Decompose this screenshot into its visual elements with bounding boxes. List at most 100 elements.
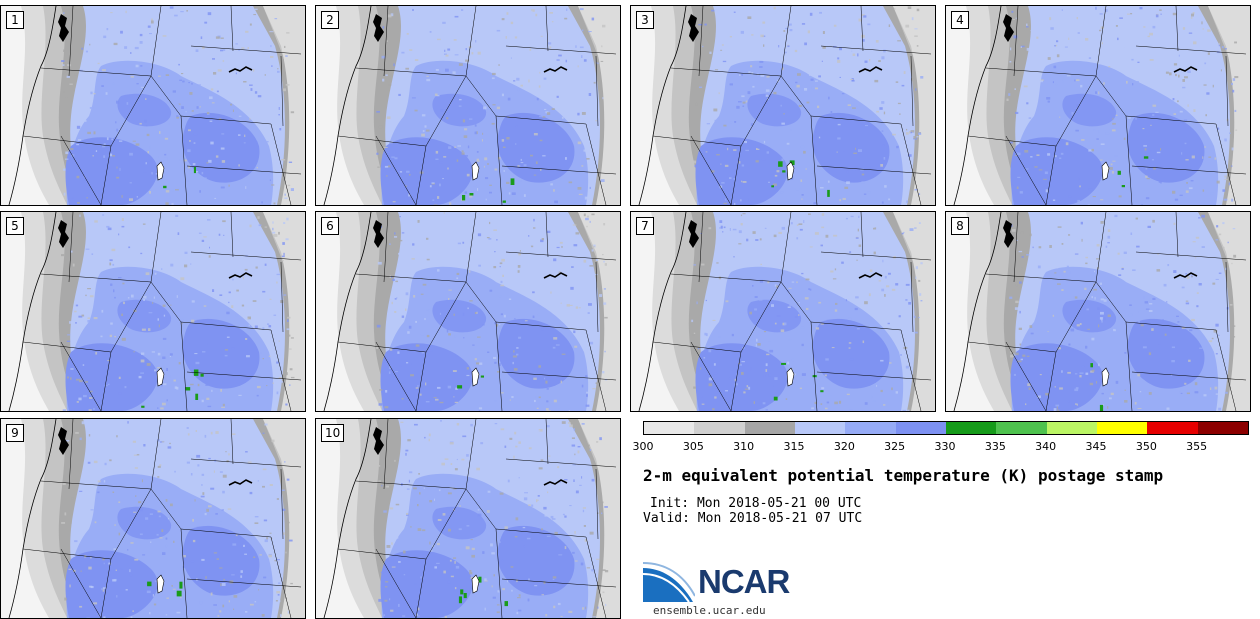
ensemble-member-panel: 6 — [315, 211, 621, 412]
state-boundary — [545, 212, 549, 258]
state-boundary — [595, 468, 599, 540]
deep-blue-blob — [117, 299, 172, 333]
plains-band — [578, 212, 620, 411]
high-value-speck — [771, 185, 774, 188]
colorbar-tick-label: 325 — [884, 440, 906, 453]
state-boundary — [501, 578, 617, 588]
state-boundary — [60, 135, 102, 205]
state-boundary — [415, 145, 427, 205]
state-boundary — [186, 578, 302, 588]
state-boundary — [375, 341, 417, 411]
state-boundary — [1013, 6, 1019, 77]
state-boundary — [190, 251, 302, 261]
lake-feature — [858, 66, 883, 73]
high-value-speck — [463, 593, 467, 599]
plains-band — [1208, 212, 1250, 411]
high-value-speck — [1090, 363, 1093, 368]
state-boundary — [1175, 212, 1179, 258]
great-salt-lake — [156, 574, 165, 594]
state-boundary — [495, 115, 503, 205]
plains-band — [893, 6, 935, 205]
deep-blue-blob — [812, 112, 890, 183]
state-boundary — [495, 321, 587, 331]
high-value-speck — [176, 590, 182, 597]
state-boundary — [670, 273, 782, 283]
state-boundary — [68, 212, 74, 283]
state-boundary — [585, 123, 607, 205]
state-boundary — [1125, 321, 1133, 411]
lake-feature — [543, 272, 568, 279]
state-boundary — [545, 419, 549, 465]
state-boundary — [1131, 165, 1247, 175]
colorbar-swatch — [1096, 422, 1148, 434]
plains-band — [263, 6, 305, 205]
state-boundary — [100, 145, 112, 205]
colorbar-tick-label: 345 — [1085, 440, 1107, 453]
colorbar-tick-label: 335 — [984, 440, 1006, 453]
high-value-speck — [179, 581, 183, 589]
state-boundary — [1005, 135, 1047, 205]
state-boundary — [985, 67, 1097, 77]
deep-blue-blob — [497, 112, 575, 183]
high-value-speck — [147, 581, 152, 587]
state-boundary — [230, 212, 234, 258]
ensemble-member-panel: 1 — [0, 5, 306, 206]
state-boundary — [180, 528, 188, 618]
deep-blue-blob — [65, 137, 158, 205]
puget-sound — [373, 427, 384, 455]
state-boundary — [495, 115, 587, 125]
state-boundary — [1125, 115, 1133, 205]
high-value-speck — [480, 375, 484, 378]
plains-band — [263, 419, 305, 618]
state-boundary — [110, 75, 152, 147]
state-boundary — [100, 558, 112, 618]
state-boundary — [1135, 45, 1247, 55]
state-boundary — [383, 419, 389, 490]
coastline — [953, 212, 1002, 411]
high-value-speck — [163, 185, 167, 189]
state-boundary — [816, 165, 932, 175]
state-boundary — [816, 371, 932, 381]
state-boundary — [910, 55, 914, 127]
state-boundary — [280, 55, 284, 127]
map-field — [1, 419, 305, 618]
state-boundary — [110, 488, 152, 560]
state-boundary — [1131, 371, 1247, 381]
ensemble-member-panel: 5 — [0, 211, 306, 412]
high-value-speck — [773, 396, 778, 401]
lake-feature — [228, 272, 253, 279]
ensemble-member-panel: 2 — [315, 5, 621, 206]
deep-blue-blob — [117, 506, 172, 540]
state-boundary — [740, 281, 782, 353]
deep-blue-blob — [432, 93, 487, 127]
state-boundary — [985, 273, 1097, 283]
ncar-swoosh-icon — [642, 562, 696, 604]
colorbar-swatch — [895, 422, 946, 434]
high-value-speck — [510, 178, 515, 185]
map-field — [1, 212, 305, 411]
high-value-speck — [195, 393, 199, 400]
state-boundary — [186, 371, 302, 381]
logo-url: ensemble.ucar.edu — [653, 604, 766, 617]
state-boundary — [415, 558, 427, 618]
puget-sound — [688, 220, 699, 248]
deep-blue-blob — [1010, 343, 1103, 411]
valid-time: Valid: Mon 2018-05-21 07 UTC — [643, 511, 863, 526]
state-boundary — [337, 341, 427, 353]
high-value-speck — [789, 160, 795, 166]
state-boundary — [505, 45, 617, 55]
state-boundary — [860, 212, 864, 258]
state-boundary — [505, 458, 617, 468]
deep-blue-blob — [432, 299, 487, 333]
colorbar-tick-label: 340 — [1035, 440, 1057, 453]
state-boundary — [425, 281, 467, 353]
state-boundary — [150, 281, 182, 323]
great-salt-lake — [156, 367, 165, 387]
member-number-label: 3 — [636, 11, 654, 29]
state-boundary — [110, 281, 152, 353]
state-boundary — [190, 458, 302, 468]
puget-sound — [1003, 14, 1014, 42]
state-boundary — [780, 212, 792, 283]
state-boundary — [1055, 75, 1097, 147]
member-number-label: 6 — [321, 217, 339, 235]
